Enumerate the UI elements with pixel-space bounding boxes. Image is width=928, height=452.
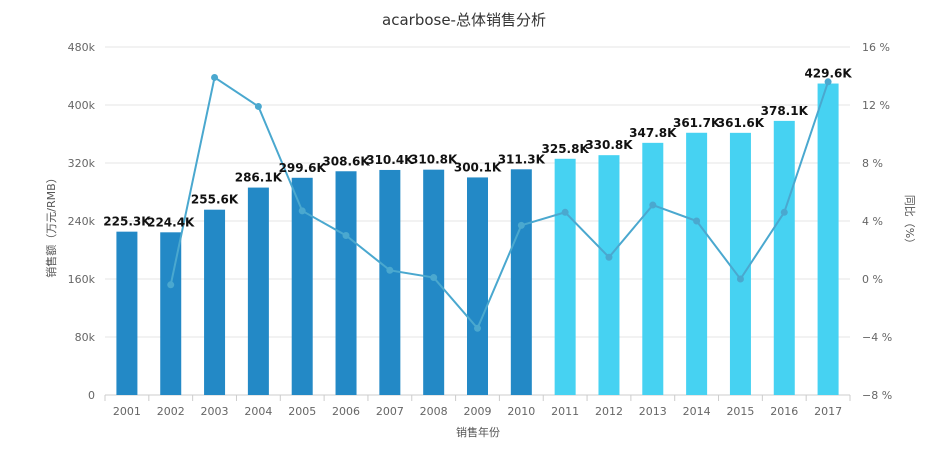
bar-data-label: 325.8K <box>542 142 590 156</box>
y-tick-label: 0 <box>88 389 95 402</box>
bar-data-label: 429.6K <box>804 67 852 81</box>
yoy-point[interactable] <box>386 266 394 274</box>
yoy-line <box>169 75 830 331</box>
x-tick-label: 2004 <box>244 405 272 418</box>
bar-data-label: 224.4K <box>147 215 195 229</box>
y-tick-label: 80k <box>75 331 96 344</box>
x-tick-label: 2011 <box>551 405 579 418</box>
x-tick-label: 2007 <box>376 405 404 418</box>
bar-2011[interactable] <box>554 158 576 395</box>
bar-data-label: 225.3K <box>103 215 151 229</box>
chart-title: acarbose-总体销售分析 <box>382 11 546 29</box>
bar-data-label: 310.4K <box>366 153 414 167</box>
bar-2016[interactable] <box>773 120 795 395</box>
x-tick-label: 2016 <box>770 405 798 418</box>
bar-data-label: 347.8K <box>629 126 677 140</box>
yoy-point[interactable] <box>693 217 701 225</box>
x-tick-label: 2017 <box>814 405 842 418</box>
yoy-point[interactable] <box>342 232 350 239</box>
yoy-point[interactable] <box>517 221 525 229</box>
yoy-point[interactable] <box>167 281 175 289</box>
bar-data-label: 310.8K <box>410 153 458 167</box>
bar-data-label: 299.6K <box>279 161 327 175</box>
bar-data-label: 378.1K <box>761 104 809 118</box>
y2-tick-label: 16 % <box>862 41 890 54</box>
bar-2014[interactable] <box>686 132 708 395</box>
y-tick-label: 400k <box>68 99 96 112</box>
y2-tick-label: −4 % <box>862 331 892 344</box>
yoy-point[interactable] <box>254 102 262 110</box>
yoy-point[interactable] <box>736 275 744 283</box>
bar-2003[interactable] <box>204 209 226 395</box>
bar-2017[interactable] <box>817 83 839 395</box>
yoy-point[interactable] <box>474 324 481 332</box>
y-tick-label: 160k <box>68 273 96 286</box>
bar-data-label: 361.7K <box>673 116 721 130</box>
x-tick-label: 2008 <box>420 405 448 418</box>
yoy-point[interactable] <box>780 208 788 216</box>
yoy-point[interactable] <box>649 201 657 209</box>
x-tick-label: 2010 <box>507 405 535 418</box>
bar-2015[interactable] <box>729 132 751 395</box>
y-tick-label: 480k <box>68 41 96 54</box>
bar-2006[interactable] <box>335 171 357 395</box>
x-axis-title: 销售年份 <box>456 425 500 439</box>
bar-2001[interactable] <box>116 231 138 395</box>
y-tick-label: 320k <box>68 157 96 170</box>
bar-2002[interactable] <box>160 232 182 395</box>
bar-data-label: 300.1K <box>454 160 502 174</box>
line-series <box>167 73 832 332</box>
x-tick-label: 2013 <box>639 405 667 418</box>
x-tick-label: 2002 <box>157 405 185 418</box>
bar-data-label: 330.8K <box>585 138 633 152</box>
bar-data-label: 286.1K <box>235 171 283 185</box>
yoy-point[interactable] <box>298 207 306 215</box>
x-tick-label: 2009 <box>464 405 492 418</box>
axes: 0 −8 % 80k −4 % 160k 0 % 240k 4 % 320k 8 % 400k 12 … <box>68 41 893 418</box>
yoy-point[interactable] <box>824 78 832 86</box>
bar-2010[interactable] <box>510 169 532 395</box>
yoy-point[interactable] <box>561 208 569 216</box>
x-tick-label: 2003 <box>201 405 229 418</box>
yoy-point[interactable] <box>211 73 219 81</box>
bar-data-label: 361.6K <box>717 116 765 130</box>
x-tick-label: 2005 <box>288 405 316 418</box>
bar-data-label: 308.6K <box>322 154 370 168</box>
y-axis-title: 销售额（万元/RMB） <box>44 172 58 277</box>
bar-2012[interactable] <box>598 155 620 395</box>
yoy-point[interactable] <box>605 253 613 261</box>
bar-2008[interactable] <box>423 169 445 395</box>
y2-tick-label: 8 % <box>862 157 883 170</box>
x-tick-label: 2015 <box>726 405 754 418</box>
bar-2009[interactable] <box>467 177 488 395</box>
bar-2007[interactable] <box>379 169 401 395</box>
y2-axis-title: 同比（%） <box>903 195 916 249</box>
bar-2004[interactable] <box>247 187 269 395</box>
bar-2013[interactable] <box>642 142 664 395</box>
x-tick-label: 2001 <box>113 405 141 418</box>
y2-tick-label: 0 % <box>862 273 883 286</box>
bar-series <box>116 83 839 395</box>
y-tick-label: 240k <box>68 215 96 228</box>
x-tick-label: 2014 <box>683 405 711 418</box>
yoy-point[interactable] <box>430 274 438 282</box>
y2-tick-label: −8 % <box>862 389 892 402</box>
y2-tick-label: 4 % <box>862 215 883 228</box>
bar-data-label: 255.6K <box>191 193 239 207</box>
x-tick-label: 2012 <box>595 405 623 418</box>
y2-tick-label: 12 % <box>862 99 890 112</box>
data-labels: 225.3K224.4K255.6K286.1K299.6K308.6K310.… <box>103 67 852 230</box>
x-tick-label: 2006 <box>332 405 360 418</box>
bar-2005[interactable] <box>291 177 313 395</box>
bar-data-label: 311.3K <box>498 152 546 166</box>
